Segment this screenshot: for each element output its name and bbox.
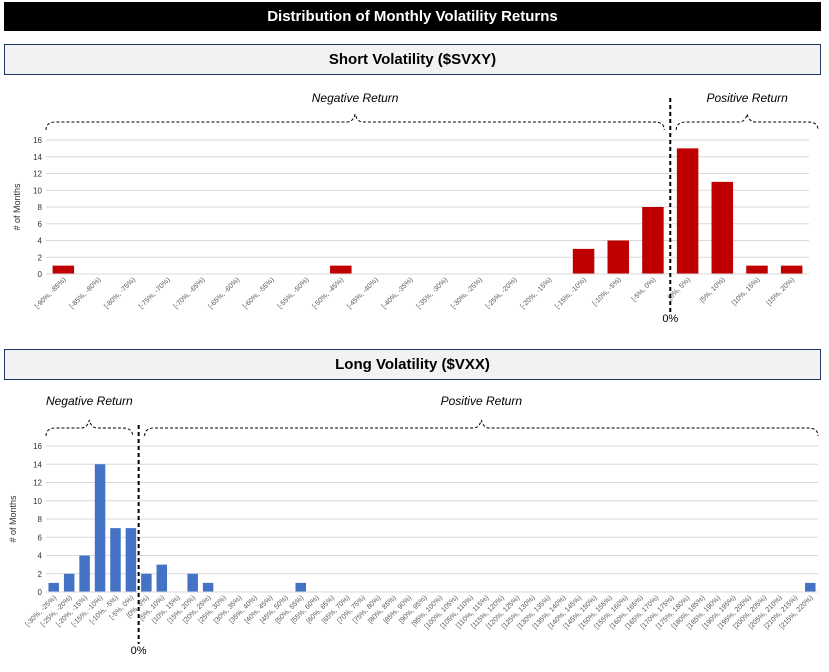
- bar: [295, 582, 307, 592]
- y-axis-label: # of Months: [12, 183, 22, 231]
- y-tick-label: 2: [38, 253, 43, 262]
- y-tick-label: 8: [38, 203, 43, 212]
- x-tick-label: [-20%, -15%): [519, 276, 553, 310]
- negative-brace: [45, 419, 134, 437]
- x-tick-label: [-50%, -45%): [311, 276, 345, 310]
- positive-brace: [675, 113, 819, 131]
- y-axis-label: # of Months: [8, 495, 18, 543]
- x-tick-label: [-15%, -10%): [554, 276, 588, 310]
- x-tick-label: [-80%, -75%): [103, 276, 137, 310]
- y-tick-label: 0: [38, 270, 43, 279]
- positive-brace: [144, 419, 819, 437]
- bar: [110, 528, 121, 592]
- x-tick-label: [-30%, -25%): [450, 276, 484, 310]
- bar: [330, 265, 352, 274]
- bar: [125, 528, 137, 592]
- y-tick-label: 4: [38, 237, 43, 246]
- y-tick-label: 16: [33, 136, 42, 145]
- y-tick-label: 0: [38, 588, 43, 597]
- x-tick-label: [-35%, -30%): [415, 276, 449, 310]
- negative-return-label: Negative Return: [46, 394, 133, 408]
- y-tick-label: 14: [33, 153, 42, 162]
- positive-return-label: Positive Return: [441, 394, 523, 408]
- x-tick-label: [-5%, 0%): [631, 276, 658, 303]
- long-vol-header: Long Volatility ($VXX): [4, 349, 821, 380]
- x-tick-label: [-25%, -20%): [485, 276, 519, 310]
- bar: [141, 573, 152, 592]
- bar: [187, 573, 198, 592]
- x-tick-label: [-60%, -55%): [242, 276, 276, 310]
- bar: [48, 582, 59, 592]
- bar: [642, 207, 664, 274]
- x-tick-label: [5%, 10%): [699, 276, 727, 304]
- x-tick-label: [10%, 15%): [731, 276, 762, 307]
- x-tick-label: [15%, 20%): [766, 276, 797, 307]
- y-tick-label: 2: [38, 570, 43, 579]
- y-tick-label: 8: [38, 515, 43, 524]
- y-tick-label: 16: [33, 442, 42, 451]
- short-vol-header: Short Volatility ($SVXY): [4, 44, 821, 75]
- y-tick-label: 14: [33, 460, 42, 469]
- x-tick-label: [-45%, -40%): [346, 276, 380, 310]
- bar: [780, 265, 803, 274]
- y-tick-label: 12: [33, 479, 42, 488]
- y-tick-label: 4: [38, 552, 43, 561]
- bar: [607, 240, 630, 274]
- bar: [711, 181, 734, 274]
- y-tick-label: 6: [38, 220, 43, 229]
- short-vol-chart: 0 2 4 6 8 10 12 14 16 # of Months [-90%, -85%) [-85…: [12, 91, 819, 325]
- negative-return-label: Negative Return: [312, 91, 399, 105]
- zero-label: 0%: [662, 313, 678, 325]
- y-tick-label: 6: [38, 533, 43, 542]
- positive-return-label: Positive Return: [706, 91, 788, 105]
- zero-label: 0%: [131, 645, 147, 657]
- x-tick-label: [-75%, -70%): [138, 276, 172, 310]
- x-tick-label: [-10%, -5%): [592, 276, 623, 307]
- page-title: Distribution of Monthly Volatility Retur…: [4, 2, 821, 31]
- bar: [746, 265, 768, 274]
- x-tick-label: [-70%, -65%): [173, 276, 207, 310]
- y-tick-label: 10: [33, 186, 42, 195]
- negative-brace: [45, 113, 665, 131]
- x-tick-label: [-40%, -35%): [381, 276, 415, 310]
- bar: [79, 555, 90, 592]
- x-tick-label: [-90%, -85%): [34, 276, 68, 310]
- bar: [94, 464, 106, 592]
- x-tick-label: [-65%, -60%): [207, 276, 241, 310]
- bar: [572, 248, 595, 274]
- bar: [156, 564, 168, 592]
- bar: [676, 148, 699, 274]
- bar: [805, 582, 816, 592]
- y-tick-label: 12: [33, 170, 42, 179]
- bar: [202, 582, 214, 592]
- bar: [52, 265, 75, 274]
- bar: [63, 573, 75, 592]
- x-tick-label: [-55%, -50%): [277, 276, 311, 310]
- x-tick-label: [-85%, -80%): [69, 276, 103, 310]
- y-tick-label: 10: [33, 497, 42, 506]
